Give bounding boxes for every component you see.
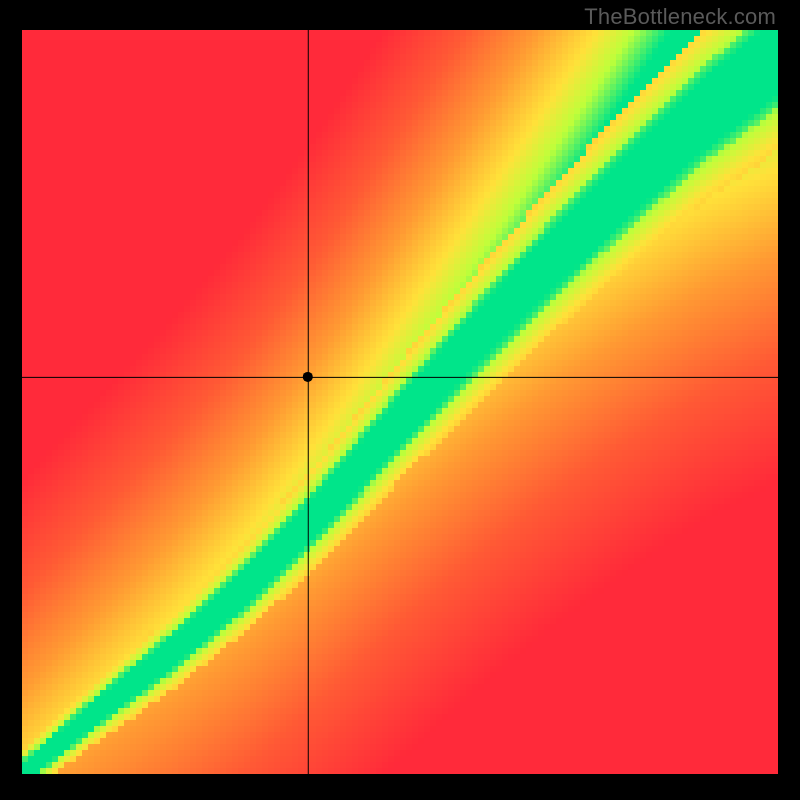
plot-container xyxy=(22,30,778,776)
bottleneck-heatmap xyxy=(22,30,778,776)
chart-frame: TheBottleneck.com xyxy=(0,0,800,800)
watermark-text: TheBottleneck.com xyxy=(584,4,776,30)
